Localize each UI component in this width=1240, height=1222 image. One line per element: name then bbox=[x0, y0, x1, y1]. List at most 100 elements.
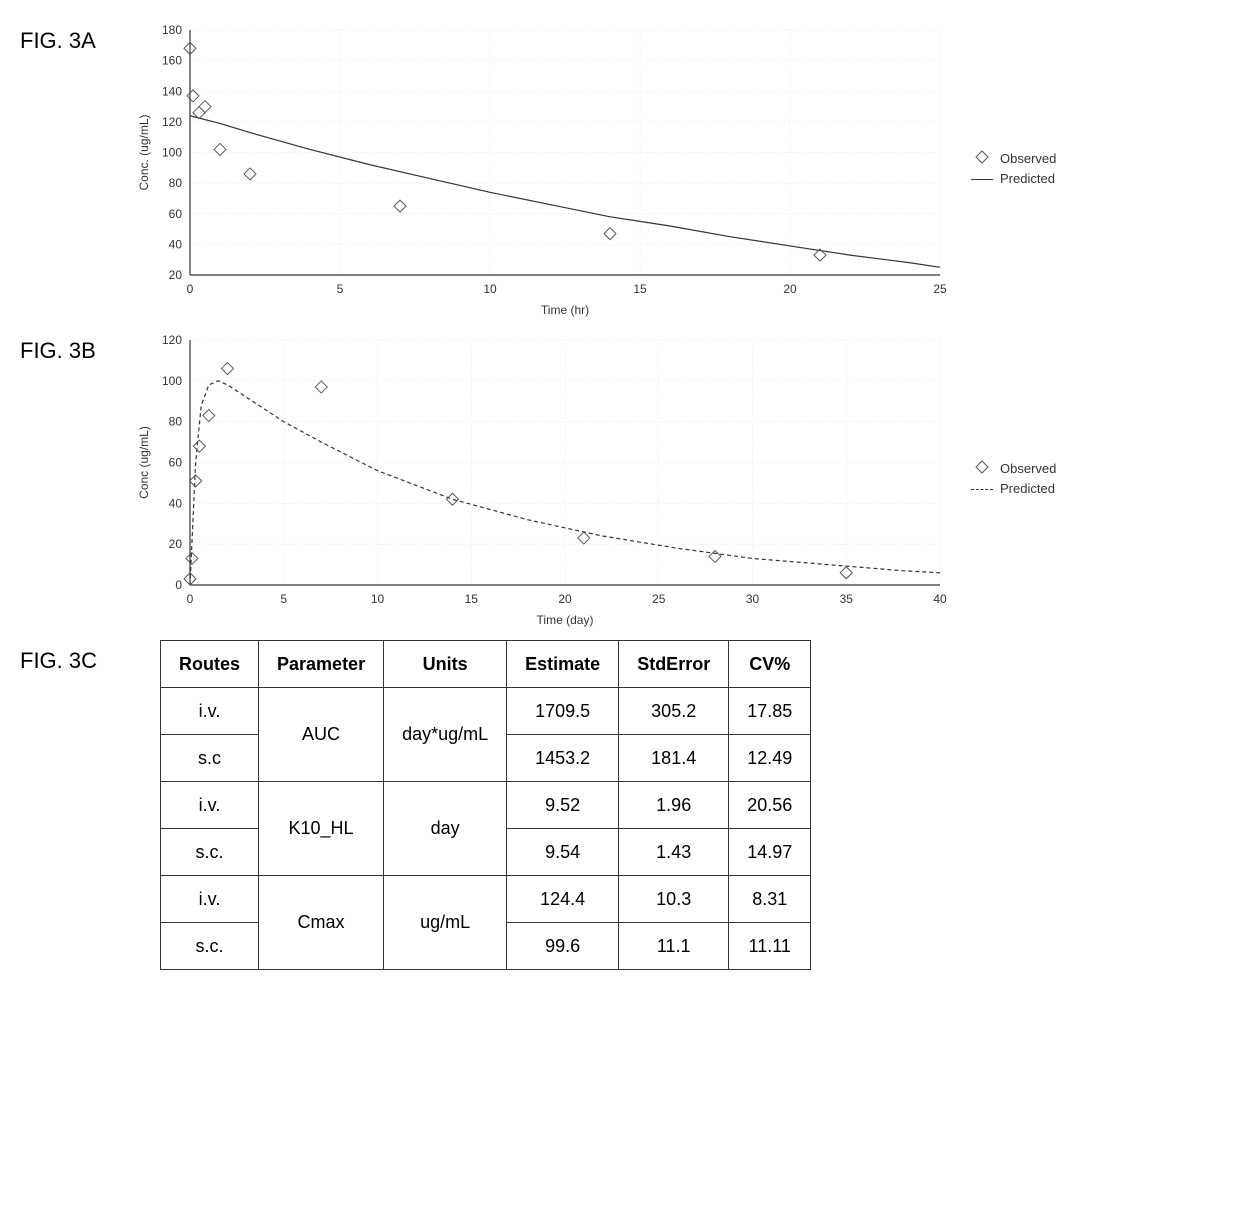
table-cell: 1453.2 bbox=[507, 735, 619, 782]
table-cell: 11.11 bbox=[729, 923, 811, 970]
column-header: Estimate bbox=[507, 641, 619, 688]
table-cell: i.v. bbox=[161, 782, 259, 829]
diamond-icon bbox=[970, 150, 994, 167]
column-header: CV% bbox=[729, 641, 811, 688]
svg-text:25: 25 bbox=[652, 592, 666, 606]
legend-observed: Observed bbox=[970, 460, 1056, 477]
svg-text:140: 140 bbox=[162, 84, 182, 98]
svg-text:20: 20 bbox=[783, 282, 797, 296]
column-header: Parameter bbox=[259, 641, 384, 688]
line-icon bbox=[970, 481, 994, 496]
column-header: StdError bbox=[619, 641, 729, 688]
table-cell: ug/mL bbox=[384, 876, 507, 970]
svg-text:100: 100 bbox=[162, 146, 182, 160]
fig-3c-label: FIG. 3C bbox=[20, 640, 130, 674]
column-header: Routes bbox=[161, 641, 259, 688]
svg-text:80: 80 bbox=[169, 415, 183, 429]
table-cell: 9.52 bbox=[507, 782, 619, 829]
svg-text:120: 120 bbox=[162, 333, 182, 347]
table-cell: 1709.5 bbox=[507, 688, 619, 735]
svg-text:10: 10 bbox=[483, 282, 497, 296]
table-cell: day bbox=[384, 782, 507, 876]
table-row: i.v.K10_HLday9.521.9620.56 bbox=[161, 782, 811, 829]
fig-3b-legend: Observed Predicted bbox=[970, 460, 1056, 500]
table-cell: 124.4 bbox=[507, 876, 619, 923]
svg-text:Time (day): Time (day) bbox=[537, 613, 594, 627]
svg-text:180: 180 bbox=[162, 23, 182, 37]
pk-parameter-table: RoutesParameterUnitsEstimateStdErrorCV%i… bbox=[160, 640, 811, 970]
svg-text:40: 40 bbox=[933, 592, 947, 606]
svg-text:30: 30 bbox=[746, 592, 760, 606]
svg-text:20: 20 bbox=[169, 268, 183, 282]
table-header-row: RoutesParameterUnitsEstimateStdErrorCV% bbox=[161, 641, 811, 688]
table-row: i.v.AUCday*ug/mL1709.5305.217.85 bbox=[161, 688, 811, 735]
svg-text:15: 15 bbox=[465, 592, 479, 606]
table-cell: s.c. bbox=[161, 829, 259, 876]
fig-3a-legend: Observed Predicted bbox=[970, 150, 1056, 190]
svg-text:80: 80 bbox=[169, 176, 183, 190]
table-row: i.v.Cmaxug/mL124.410.38.31 bbox=[161, 876, 811, 923]
legend-observed-label: Observed bbox=[1000, 461, 1056, 476]
fig-3a-chart-wrap: 0 5 10 15 20 25 20 40 60 80 100 120 140 160 180 Time (h… bbox=[130, 20, 1056, 320]
svg-text:35: 35 bbox=[840, 592, 854, 606]
legend-predicted: Predicted bbox=[970, 481, 1056, 496]
svg-text:5: 5 bbox=[280, 592, 287, 606]
table-cell: s.c. bbox=[161, 923, 259, 970]
svg-text:5: 5 bbox=[337, 282, 344, 296]
svg-text:Conc (ug/mL): Conc (ug/mL) bbox=[137, 426, 151, 499]
table-cell: AUC bbox=[259, 688, 384, 782]
table-cell: 17.85 bbox=[729, 688, 811, 735]
figure-3c-panel: FIG. 3C RoutesParameterUnitsEstimateStdE… bbox=[20, 640, 1220, 970]
table-cell: 20.56 bbox=[729, 782, 811, 829]
fig-3b-label: FIG. 3B bbox=[20, 330, 130, 364]
table-cell: 14.97 bbox=[729, 829, 811, 876]
svg-text:0: 0 bbox=[187, 592, 194, 606]
svg-text:Conc. (ug/mL): Conc. (ug/mL) bbox=[137, 114, 151, 190]
svg-text:10: 10 bbox=[371, 592, 385, 606]
svg-text:60: 60 bbox=[169, 456, 183, 470]
svg-text:120: 120 bbox=[162, 115, 182, 129]
figure-3b-panel: FIG. 3B 0 5 10 15 20 25 30 35 40 0 20 40 60 80 100 120 T… bbox=[20, 330, 1220, 630]
legend-predicted-label: Predicted bbox=[1000, 481, 1055, 496]
svg-text:160: 160 bbox=[162, 54, 182, 68]
column-header: Units bbox=[384, 641, 507, 688]
legend-observed-label: Observed bbox=[1000, 151, 1056, 166]
line-icon bbox=[970, 171, 994, 186]
table-cell: 9.54 bbox=[507, 829, 619, 876]
table-cell: 99.6 bbox=[507, 923, 619, 970]
table-cell: Cmax bbox=[259, 876, 384, 970]
table-cell: 1.96 bbox=[619, 782, 729, 829]
svg-text:Time (hr): Time (hr) bbox=[541, 303, 589, 317]
svg-text:0: 0 bbox=[175, 578, 182, 592]
diamond-icon bbox=[970, 460, 994, 477]
svg-text:0: 0 bbox=[187, 282, 194, 296]
table-cell: 10.3 bbox=[619, 876, 729, 923]
table-cell: 8.31 bbox=[729, 876, 811, 923]
svg-text:20: 20 bbox=[558, 592, 572, 606]
figure-3a-panel: FIG. 3A 0 5 10 15 20 25 20 40 60 80 100 120 140 160 18… bbox=[20, 20, 1220, 320]
table-cell: day*ug/mL bbox=[384, 688, 507, 782]
table-cell: i.v. bbox=[161, 688, 259, 735]
legend-predicted-label: Predicted bbox=[1000, 171, 1055, 186]
fig-3a-chart: 0 5 10 15 20 25 20 40 60 80 100 120 140 160 180 Time (h… bbox=[130, 20, 950, 320]
table-cell: 11.1 bbox=[619, 923, 729, 970]
legend-predicted: Predicted bbox=[970, 171, 1056, 186]
table-cell: 305.2 bbox=[619, 688, 729, 735]
table-cell: K10_HL bbox=[259, 782, 384, 876]
svg-text:25: 25 bbox=[933, 282, 947, 296]
table-cell: 181.4 bbox=[619, 735, 729, 782]
svg-text:100: 100 bbox=[162, 374, 182, 388]
fig-3a-label: FIG. 3A bbox=[20, 20, 130, 54]
svg-text:60: 60 bbox=[169, 207, 183, 221]
fig-3b-chart: 0 5 10 15 20 25 30 35 40 0 20 40 60 80 100 120 Time (day… bbox=[130, 330, 950, 630]
legend-observed: Observed bbox=[970, 150, 1056, 167]
svg-text:40: 40 bbox=[169, 237, 183, 251]
svg-text:20: 20 bbox=[169, 537, 183, 551]
svg-text:40: 40 bbox=[169, 496, 183, 510]
fig-3b-chart-wrap: 0 5 10 15 20 25 30 35 40 0 20 40 60 80 100 120 Time (day… bbox=[130, 330, 1056, 630]
table-cell: 1.43 bbox=[619, 829, 729, 876]
table-cell: i.v. bbox=[161, 876, 259, 923]
table-cell: s.c bbox=[161, 735, 259, 782]
table-cell: 12.49 bbox=[729, 735, 811, 782]
svg-text:15: 15 bbox=[633, 282, 647, 296]
